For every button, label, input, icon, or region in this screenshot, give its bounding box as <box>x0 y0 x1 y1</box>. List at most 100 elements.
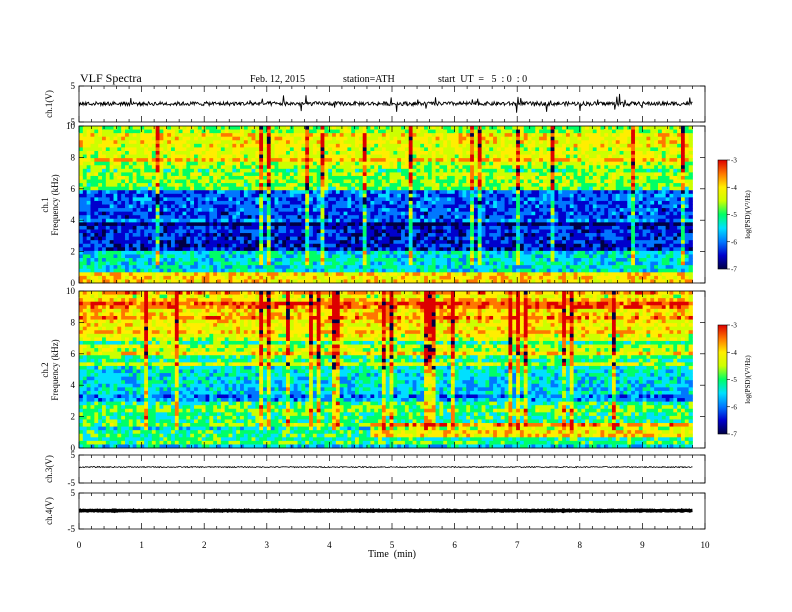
spectrogram-cell <box>347 190 352 195</box>
spectrogram-cell <box>259 204 264 209</box>
spectrogram-cell <box>473 179 479 184</box>
spectrogram-cell <box>416 179 421 184</box>
spectrogram-cell <box>186 165 191 170</box>
spectrogram-cell <box>86 258 91 262</box>
spectrogram-cell <box>117 233 122 238</box>
spectrogram-cell <box>109 254 114 259</box>
spectrogram-cell <box>466 140 471 145</box>
spectrogram-cell <box>328 186 333 191</box>
spectrogram-cell <box>224 268 229 273</box>
spectrogram-cell <box>102 265 107 270</box>
spectrogram-cell <box>201 150 206 155</box>
spectrogram-cell <box>374 186 379 191</box>
spectrogram-cell <box>140 240 145 245</box>
spectrogram-cell <box>171 193 176 198</box>
spectrogram-cell <box>263 183 268 188</box>
spectrogram-cell <box>113 236 118 241</box>
spectrogram-cell <box>358 186 364 191</box>
spectrogram-cell <box>481 200 486 205</box>
spectrogram-cell <box>182 208 187 213</box>
spectrogram-cell <box>94 165 99 170</box>
spectrogram-cell <box>508 183 513 188</box>
spectrogram-cell <box>197 150 203 155</box>
spectrogram-cell <box>94 197 99 202</box>
spectrogram-cell <box>385 143 390 148</box>
spectrogram-cell <box>205 275 210 280</box>
spectrogram-cell <box>263 204 268 209</box>
spectrogram-cell <box>190 254 195 259</box>
spectrogram-cell <box>347 275 352 280</box>
spectrogram-cell <box>332 161 337 166</box>
spectrogram-cell <box>224 215 229 220</box>
spectrogram-cell <box>512 147 517 152</box>
spectrogram-cell <box>228 215 233 220</box>
spectrogram-cell <box>470 161 475 166</box>
spectrogram-cell <box>174 236 180 241</box>
spectrogram-cell <box>178 183 183 188</box>
spectrogram-cell <box>213 168 218 173</box>
spectrogram-cell <box>358 258 364 262</box>
spectrogram-cell <box>305 218 310 223</box>
spectrogram-cell <box>493 183 498 188</box>
spectrogram-cell <box>424 268 429 273</box>
spectrogram-cell <box>186 147 191 152</box>
spectrogram-cell <box>470 193 475 198</box>
spectrogram-cell <box>328 250 333 255</box>
spectrogram-cell <box>458 143 463 148</box>
spectrogram-cell <box>155 204 160 209</box>
spectrogram-cell <box>454 179 459 184</box>
spectrogram-cell <box>178 258 183 262</box>
spectrogram-cell <box>190 225 195 230</box>
spectrogram-cell <box>259 143 264 148</box>
spectrogram-cell <box>90 183 95 188</box>
spectrogram-cell <box>454 172 459 177</box>
spectrogram-cell <box>136 172 141 177</box>
spectrogram-cell <box>263 243 268 248</box>
spectrogram-cell <box>443 225 448 230</box>
spectrogram-cell <box>125 243 130 248</box>
spectrogram-cell <box>332 190 337 195</box>
spectrogram-cell <box>443 275 448 280</box>
spectrogram-cell <box>251 236 256 241</box>
spectrogram-cell <box>328 261 333 266</box>
spectrogram-cell <box>282 158 287 163</box>
spectrogram-cell <box>301 136 306 141</box>
spectrogram-cell <box>263 265 268 270</box>
spectrogram-cell <box>94 222 99 227</box>
spectrogram-cell <box>201 254 206 259</box>
spectrogram-cell <box>335 272 341 277</box>
spectrogram-cell <box>493 175 498 180</box>
spectrogram-cell <box>439 140 444 145</box>
spectrogram-cell <box>378 136 383 141</box>
spectrogram-cell <box>420 143 425 148</box>
spectrogram-cell <box>343 183 348 188</box>
spectrogram-cell <box>205 172 210 177</box>
spectrogram-cell <box>274 154 279 159</box>
spectrogram-cell <box>286 265 291 270</box>
spectrogram-cell <box>466 172 471 177</box>
spectrogram-cell <box>347 229 352 234</box>
spectrogram-cell <box>347 215 352 220</box>
spectrogram-cell <box>416 190 421 195</box>
spectrogram-cell <box>102 190 107 195</box>
spectrogram-cell <box>220 243 226 248</box>
spectrogram-cell <box>140 129 145 134</box>
spectrogram-cell <box>117 258 122 262</box>
spectrogram-cell <box>309 129 314 134</box>
spectrogram-cell <box>420 215 425 220</box>
spectrogram-cell <box>500 229 505 234</box>
spectrogram-cell <box>420 154 425 159</box>
spectrogram-cell <box>427 197 433 202</box>
spectrogram-cell <box>197 240 203 245</box>
spectrogram-cell <box>305 161 310 166</box>
spectrogram-cell <box>439 258 444 262</box>
spectrogram-cell <box>140 190 145 195</box>
spectrogram-cell <box>102 275 107 280</box>
spectrogram-cell <box>121 136 126 141</box>
spectrogram-cell <box>500 197 505 202</box>
spectrogram-cell <box>293 272 298 277</box>
spectrogram-cell <box>397 143 402 148</box>
spectrogram-cell <box>144 197 149 202</box>
spectrogram-cell <box>125 236 130 241</box>
spectrogram-cell <box>485 129 490 134</box>
